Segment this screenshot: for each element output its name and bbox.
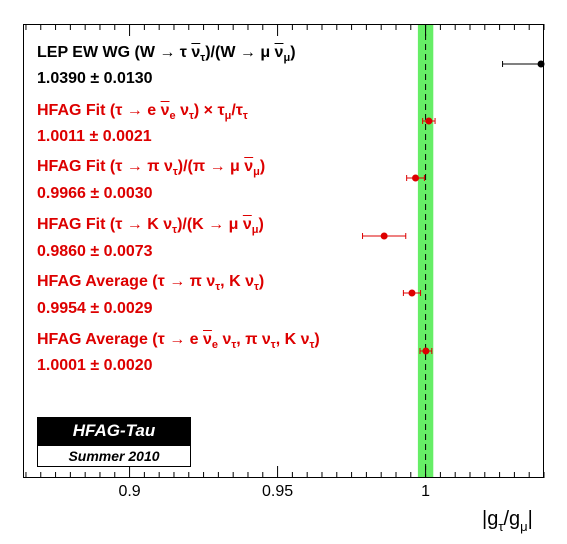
data-point-2 bbox=[422, 117, 436, 125]
badge-title: HFAG-Tau bbox=[37, 417, 191, 445]
badge-subtitle: Summer 2010 bbox=[37, 445, 191, 467]
data-point-6 bbox=[419, 347, 433, 355]
measurement-label-6: HFAG Average (τ → e νe ντ, π ντ, K ντ) bbox=[37, 331, 320, 351]
measurement-value-1: 1.0390 ± 0.0130 bbox=[37, 70, 153, 87]
x-tick-label: 0.95 bbox=[262, 483, 294, 500]
data-marker bbox=[422, 347, 430, 355]
data-marker bbox=[425, 117, 433, 125]
x-axis-label: |gτ/gμ| bbox=[482, 508, 533, 534]
measurement-value-4: 0.9860 ± 0.0073 bbox=[37, 243, 153, 260]
axis-ticks bbox=[25, 24, 545, 478]
data-point-4 bbox=[362, 232, 407, 240]
data-marker bbox=[412, 174, 420, 182]
data-point-1 bbox=[502, 60, 545, 68]
measurement-label-1: LEP EW WG (W → τ ντ)/(W → μ νμ) bbox=[37, 44, 296, 64]
data-marks bbox=[362, 60, 545, 355]
measurement-label-4: HFAG Fit (τ → K ντ)/(K → μ νμ) bbox=[37, 216, 264, 236]
data-point-3 bbox=[406, 174, 425, 182]
measurement-value-2: 1.0011 ± 0.0021 bbox=[37, 128, 152, 145]
data-marker bbox=[408, 289, 416, 297]
reference-band bbox=[417, 25, 434, 477]
x-tick-label: 1 bbox=[421, 483, 431, 500]
data-point-5 bbox=[402, 289, 422, 297]
measurement-value-6: 1.0001 ± 0.0020 bbox=[37, 357, 153, 374]
measurement-label-3: HFAG Fit (τ → π ντ)/(π → μ νμ) bbox=[37, 158, 266, 178]
data-marker bbox=[380, 232, 388, 240]
plot-frame bbox=[23, 24, 544, 478]
x-tick-label: 0.9 bbox=[118, 483, 141, 500]
measurement-value-5: 0.9954 ± 0.0029 bbox=[37, 300, 153, 317]
measurement-label-5: HFAG Average (τ → π ντ, K ντ) bbox=[37, 273, 265, 293]
measurement-value-3: 0.9966 ± 0.0030 bbox=[37, 185, 153, 202]
data-marker bbox=[537, 60, 545, 68]
measurement-label-2: HFAG Fit (τ → e νe ντ) × τμ/ττ bbox=[37, 102, 248, 122]
